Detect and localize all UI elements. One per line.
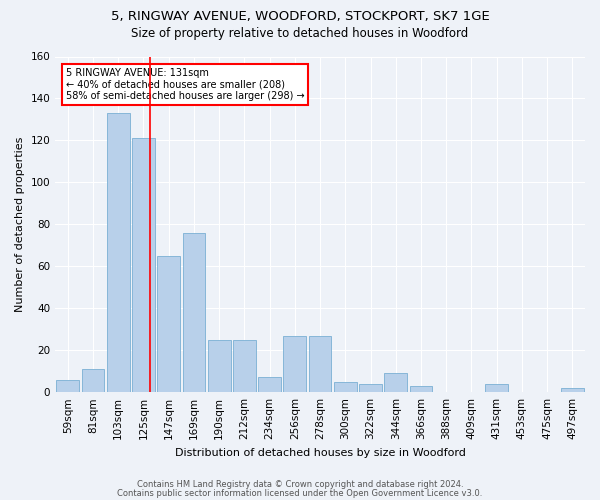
X-axis label: Distribution of detached houses by size in Woodford: Distribution of detached houses by size … <box>175 448 466 458</box>
Bar <box>82 369 104 392</box>
Bar <box>334 382 356 392</box>
Bar <box>258 378 281 392</box>
Text: 5, RINGWAY AVENUE, WOODFORD, STOCKPORT, SK7 1GE: 5, RINGWAY AVENUE, WOODFORD, STOCKPORT, … <box>110 10 490 23</box>
Bar <box>56 380 79 392</box>
Bar <box>385 374 407 392</box>
Text: Contains public sector information licensed under the Open Government Licence v3: Contains public sector information licen… <box>118 488 482 498</box>
Text: Contains HM Land Registry data © Crown copyright and database right 2024.: Contains HM Land Registry data © Crown c… <box>137 480 463 489</box>
Bar <box>157 256 180 392</box>
Bar <box>309 336 331 392</box>
Bar <box>283 336 306 392</box>
Bar <box>208 340 230 392</box>
Y-axis label: Number of detached properties: Number of detached properties <box>15 136 25 312</box>
Bar <box>132 138 155 392</box>
Bar <box>233 340 256 392</box>
Bar <box>561 388 584 392</box>
Bar <box>107 113 130 392</box>
Text: Size of property relative to detached houses in Woodford: Size of property relative to detached ho… <box>131 28 469 40</box>
Bar <box>485 384 508 392</box>
Bar <box>182 232 205 392</box>
Bar <box>410 386 433 392</box>
Bar <box>359 384 382 392</box>
Text: 5 RINGWAY AVENUE: 131sqm
← 40% of detached houses are smaller (208)
58% of semi-: 5 RINGWAY AVENUE: 131sqm ← 40% of detach… <box>66 68 304 102</box>
